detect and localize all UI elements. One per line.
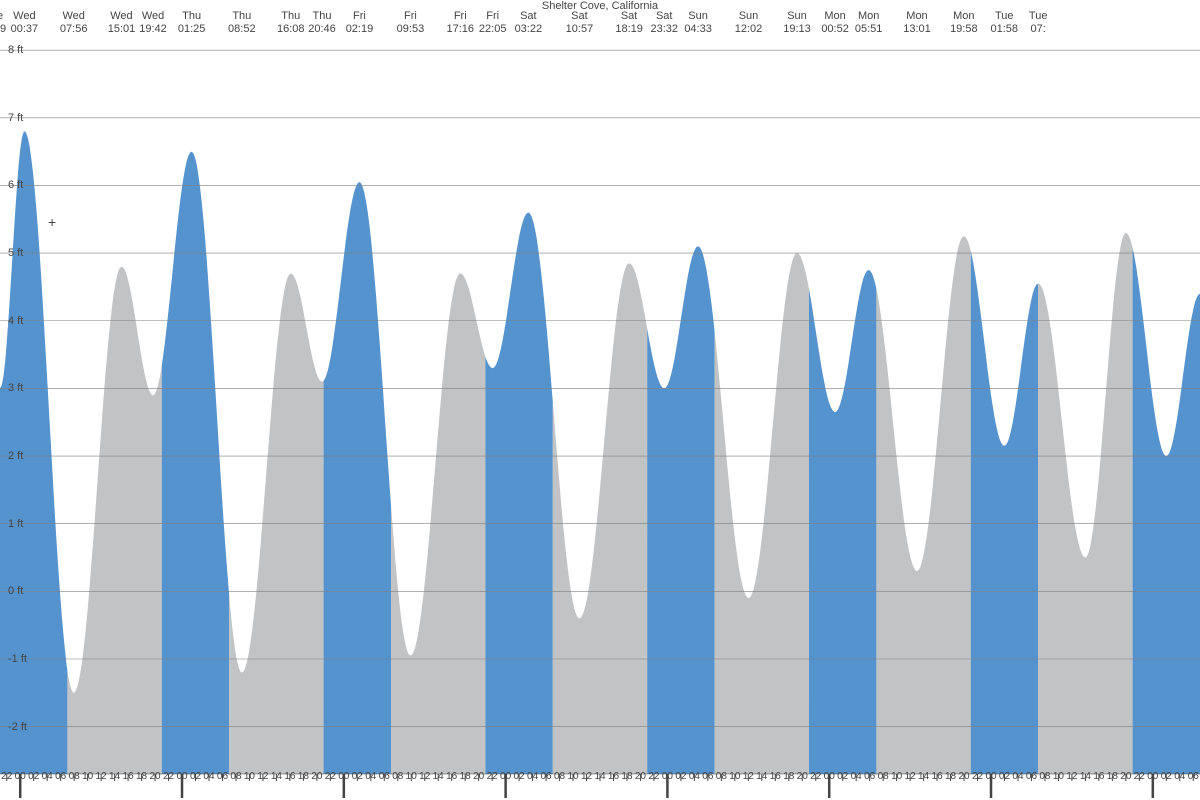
tide-area [1038,233,1132,774]
tide-area [324,182,391,774]
tide-chart [0,0,1200,800]
tide-area [876,236,970,774]
tide-area [67,267,161,774]
tide-area [971,251,1038,774]
tide-area [715,253,809,774]
tide-area [1133,248,1200,774]
tide-area [162,152,229,774]
tide-area [485,213,552,775]
tide-area [0,131,67,774]
cursor-marker: + [48,214,56,230]
tide-area [647,246,714,774]
tide-area [809,270,876,774]
tide-area [553,263,647,774]
